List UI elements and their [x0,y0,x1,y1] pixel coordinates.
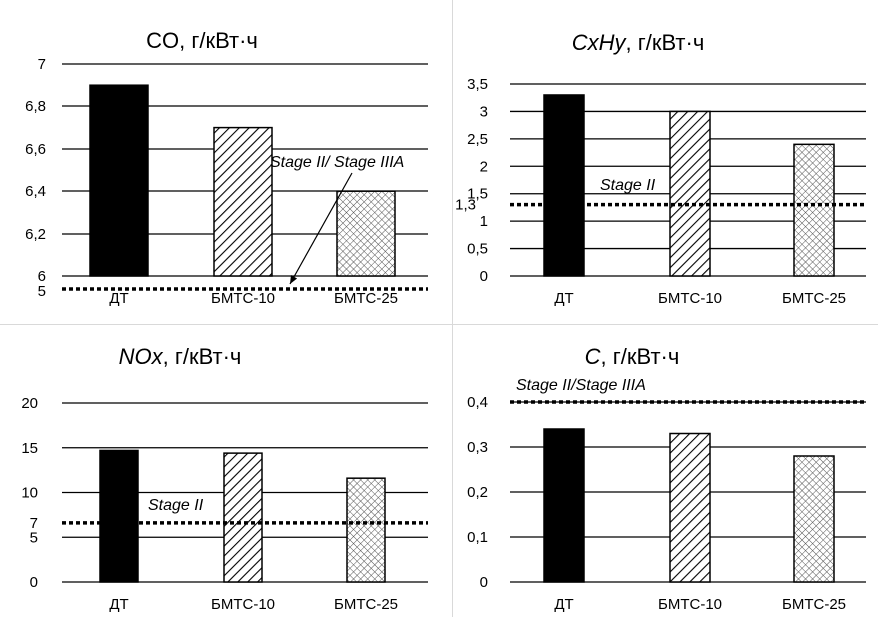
limit-annotation: Stage II [600,177,656,194]
chart-panel-co: CO, г/кВт·ч 6 6,2 6,4 6,6 6,8 7 ДТ БМТС-10 БМТС-2… [0,0,452,324]
y-tick-label: 0,3 [467,439,488,456]
y-tick-label: 0 [480,268,488,285]
chart-title: CxHy, г/кВт·ч [572,30,705,55]
chart-title-italic: NOx [119,344,164,369]
bar [89,84,149,277]
y-tick-label: 0,2 [467,484,488,501]
limit-annotation: Stage II/ Stage IIIA [270,154,404,171]
y-tick-label: 6 [38,268,46,285]
bar [543,94,585,277]
y-tick-label: 2 [480,158,488,175]
y-tick-label: 3 [480,103,488,120]
annotation-arrow [289,172,353,285]
chart-cxhy: CxHy, г/кВт·ч 0 0,5 1 1,5 2 2,5 3 3,5 ДТ БМТС-10 БМ… [455,30,866,307]
bar [669,110,711,277]
x-category-label: ДТ [554,596,573,613]
y-tick-label: 6,6 [25,141,46,158]
y-tick-label: 7 [38,56,46,73]
limit-line-label: 5 [38,283,46,300]
y-tick-label: 0,5 [467,241,488,258]
y-tick-label: 1 [480,213,488,230]
chart-title-italic: CxHy [572,30,628,55]
y-tick-label: 1,5 [467,186,488,203]
chart-title: NOx, г/кВт·ч [119,344,242,369]
chart-title-rest: , г/кВт·ч [163,344,242,369]
x-category-label: ДТ [109,596,128,613]
chart-title: CO, г/кВт·ч [146,28,258,53]
chart-panel-cxhy: CxHy, г/кВт·ч 0 0,5 1 1,5 2 2,5 3 3,5 ДТ БМТС-10 БМ… [452,0,878,324]
x-category-label: БМТС-25 [334,596,398,613]
chart-c: C, г/кВт·ч 0 0,1 0,2 0,3 0,4 ДТ БМТС-10 БМТС-25 S… [467,344,866,613]
limit-annotation: Stage II/Stage IIIA [516,377,646,394]
y-tick-label: 10 [21,485,38,502]
bar [213,126,273,277]
y-tick-label: 0,4 [467,394,488,411]
chart-title-rest: CO, г/кВт·ч [146,28,258,53]
y-tick-label: 0 [480,574,488,591]
x-category-label: БМТС-25 [782,596,846,613]
chart-panel-c: C, г/кВт·ч 0 0,1 0,2 0,3 0,4 ДТ БМТС-10 БМТС-25 S… [452,324,878,617]
horizontal-divider [0,324,878,325]
chart-title-italic: C [585,344,601,369]
bar [543,428,585,583]
chart-title: C, г/кВт·ч [585,344,680,369]
x-category-label: БМТС-10 [211,596,275,613]
y-tick-label: 6,2 [25,226,46,243]
y-tick-label: 6,4 [25,183,46,200]
x-category-label: ДТ [109,290,128,307]
y-tick-label: 0,1 [467,529,488,546]
y-tick-label: 20 [21,395,38,412]
y-tick-label: 0 [30,574,38,591]
bar [793,143,835,277]
annotation-arrowhead [290,275,298,284]
chart-title-rest: , г/кВт·ч [601,344,680,369]
limit-annotation: Stage II [148,497,204,514]
x-category-label: ДТ [554,290,573,307]
bar [223,452,263,583]
bar [793,455,835,583]
limit-line-label: 7 [30,515,38,532]
vertical-divider [452,0,453,617]
chart-co: CO, г/кВт·ч 6 6,2 6,4 6,6 6,8 7 ДТ БМТС-10 БМТС-2… [25,28,428,307]
y-tick-label: 15 [21,440,38,457]
chart-nox: NOx, г/кВт·ч 0 5 10 15 20 ДТ БМТС-10 БМТС-25 7 Sta… [21,344,428,613]
x-category-label: БМТС-25 [782,290,846,307]
y-tick-label: 3,5 [467,76,488,93]
x-category-label: БМТС-10 [211,290,275,307]
y-tick-label: 2,5 [467,131,488,148]
bar [669,432,711,583]
x-category-label: БМТС-25 [334,290,398,307]
y-tick-label: 5 [30,529,38,546]
y-tick-label: 6,8 [25,98,46,115]
chart-panel-nox: NOx, г/кВт·ч 0 5 10 15 20 ДТ БМТС-10 БМТС-25 7 Sta… [0,324,452,617]
x-category-label: БМТС-10 [658,290,722,307]
bar [99,449,139,583]
limit-line-label: 1,3 [455,197,476,214]
bar [336,190,396,277]
x-category-label: БМТС-10 [658,596,722,613]
chart-title-rest: , г/кВт·ч [625,30,704,55]
bar [346,477,386,583]
